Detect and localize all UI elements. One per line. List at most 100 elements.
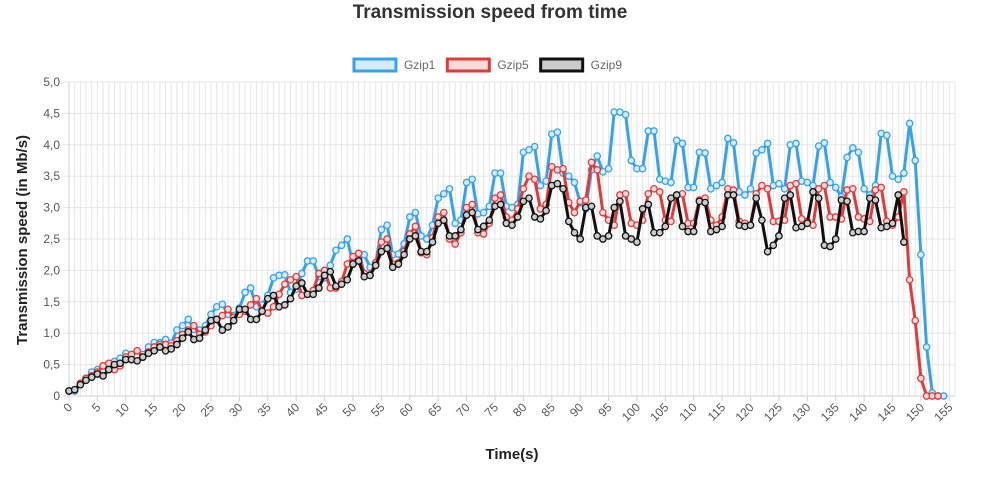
- data-point[interactable]: [337, 241, 346, 250]
- data-point[interactable]: [814, 184, 823, 193]
- data-point[interactable]: [519, 184, 528, 193]
- data-point[interactable]: [383, 221, 391, 230]
- data-point[interactable]: [411, 232, 420, 240]
- data-point[interactable]: [900, 238, 908, 246]
- data-point[interactable]: [332, 246, 340, 255]
- data-point[interactable]: [616, 197, 624, 206]
- data-point[interactable]: [644, 189, 653, 198]
- data-point[interactable]: [138, 353, 147, 361]
- data-point[interactable]: [599, 235, 607, 243]
- data-point[interactable]: [388, 263, 397, 272]
- data-point[interactable]: [298, 269, 306, 278]
- data-point[interactable]: [178, 334, 187, 343]
- data-point[interactable]: [848, 184, 857, 193]
- data-point[interactable]: [133, 346, 142, 355]
- data-point[interactable]: [621, 232, 630, 240]
- data-point[interactable]: [661, 222, 670, 231]
- data-point[interactable]: [496, 191, 505, 199]
- data-point[interactable]: [525, 145, 533, 154]
- data-point[interactable]: [797, 222, 806, 231]
- data-point[interactable]: [599, 208, 607, 217]
- data-point[interactable]: [479, 230, 488, 238]
- data-point[interactable]: [587, 202, 596, 211]
- data-point[interactable]: [451, 219, 460, 228]
- data-point[interactable]: [377, 225, 386, 234]
- data-point[interactable]: [286, 294, 295, 303]
- data-point[interactable]: [689, 227, 698, 236]
- data-point[interactable]: [377, 238, 386, 246]
- data-point[interactable]: [195, 334, 204, 343]
- data-point[interactable]: [706, 184, 715, 193]
- data-point[interactable]: [820, 139, 829, 147]
- data-point[interactable]: [269, 291, 278, 300]
- data-point[interactable]: [627, 156, 636, 165]
- data-point[interactable]: [792, 179, 800, 188]
- data-point[interactable]: [831, 235, 840, 243]
- data-point[interactable]: [82, 376, 90, 385]
- data-point[interactable]: [349, 252, 357, 261]
- data-point[interactable]: [911, 316, 920, 325]
- data-point[interactable]: [536, 215, 545, 223]
- data-point[interactable]: [718, 222, 726, 231]
- data-point[interactable]: [241, 305, 249, 314]
- data-point[interactable]: [758, 145, 766, 154]
- data-point[interactable]: [479, 208, 488, 217]
- data-point[interactable]: [354, 249, 363, 258]
- data-point[interactable]: [814, 194, 823, 203]
- data-point[interactable]: [792, 139, 800, 148]
- data-point[interactable]: [553, 179, 562, 188]
- data-point[interactable]: [468, 200, 477, 209]
- data-point[interactable]: [564, 172, 573, 181]
- data-point[interactable]: [570, 208, 579, 217]
- data-point[interactable]: [917, 250, 925, 259]
- legend-item-gzip5[interactable]: Gzip5: [445, 57, 529, 73]
- data-point[interactable]: [638, 164, 647, 173]
- data-point[interactable]: [689, 183, 698, 192]
- data-point[interactable]: [246, 284, 255, 292]
- data-point[interactable]: [917, 374, 925, 383]
- data-point[interactable]: [633, 238, 641, 246]
- data-point[interactable]: [87, 373, 96, 382]
- data-point[interactable]: [655, 188, 664, 196]
- data-point[interactable]: [593, 232, 602, 240]
- data-point[interactable]: [468, 175, 477, 184]
- data-point[interactable]: [371, 261, 380, 270]
- data-point[interactable]: [394, 260, 403, 268]
- data-point[interactable]: [246, 301, 255, 309]
- data-point[interactable]: [610, 203, 619, 212]
- data-point[interactable]: [894, 175, 903, 184]
- data-point[interactable]: [224, 305, 232, 314]
- data-point[interactable]: [309, 290, 318, 299]
- data-point[interactable]: [434, 219, 443, 228]
- data-point[interactable]: [218, 300, 227, 309]
- data-point[interactable]: [405, 213, 414, 221]
- data-point[interactable]: [712, 225, 721, 234]
- data-point[interactable]: [292, 282, 301, 290]
- data-point[interactable]: [650, 127, 658, 135]
- data-point[interactable]: [263, 294, 272, 303]
- data-point[interactable]: [326, 261, 335, 270]
- data-point[interactable]: [343, 235, 352, 243]
- data-point[interactable]: [559, 164, 567, 173]
- data-point[interactable]: [337, 280, 346, 289]
- data-point[interactable]: [184, 328, 193, 336]
- data-point[interactable]: [627, 235, 636, 243]
- data-point[interactable]: [564, 217, 573, 226]
- data-point[interactable]: [229, 316, 238, 325]
- data-point[interactable]: [405, 235, 414, 243]
- data-point[interactable]: [729, 191, 738, 199]
- data-point[interactable]: [280, 301, 289, 309]
- data-point[interactable]: [104, 365, 113, 374]
- data-point[interactable]: [178, 321, 187, 330]
- data-point[interactable]: [411, 208, 420, 217]
- data-point[interactable]: [366, 271, 374, 280]
- data-point[interactable]: [718, 178, 726, 187]
- data-point[interactable]: [525, 194, 533, 203]
- data-point[interactable]: [758, 216, 766, 225]
- data-point[interactable]: [218, 326, 227, 334]
- data-point[interactable]: [457, 225, 465, 234]
- data-point[interactable]: [536, 181, 545, 190]
- data-point[interactable]: [826, 178, 834, 187]
- data-point[interactable]: [570, 228, 579, 237]
- data-point[interactable]: [638, 205, 647, 213]
